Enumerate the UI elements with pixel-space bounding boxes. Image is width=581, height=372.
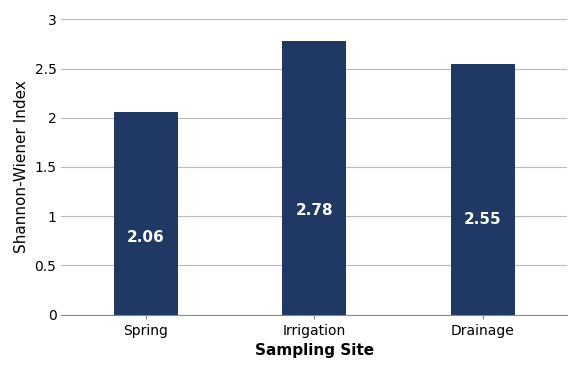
X-axis label: Sampling Site: Sampling Site xyxy=(254,343,374,358)
Text: 2.78: 2.78 xyxy=(295,203,333,218)
Text: 2.55: 2.55 xyxy=(464,212,501,227)
Bar xyxy=(282,41,346,315)
Bar xyxy=(113,112,178,315)
Y-axis label: Shannon-Wiener Index: Shannon-Wiener Index xyxy=(14,80,29,253)
Bar xyxy=(451,64,515,315)
Text: 2.06: 2.06 xyxy=(127,230,164,245)
